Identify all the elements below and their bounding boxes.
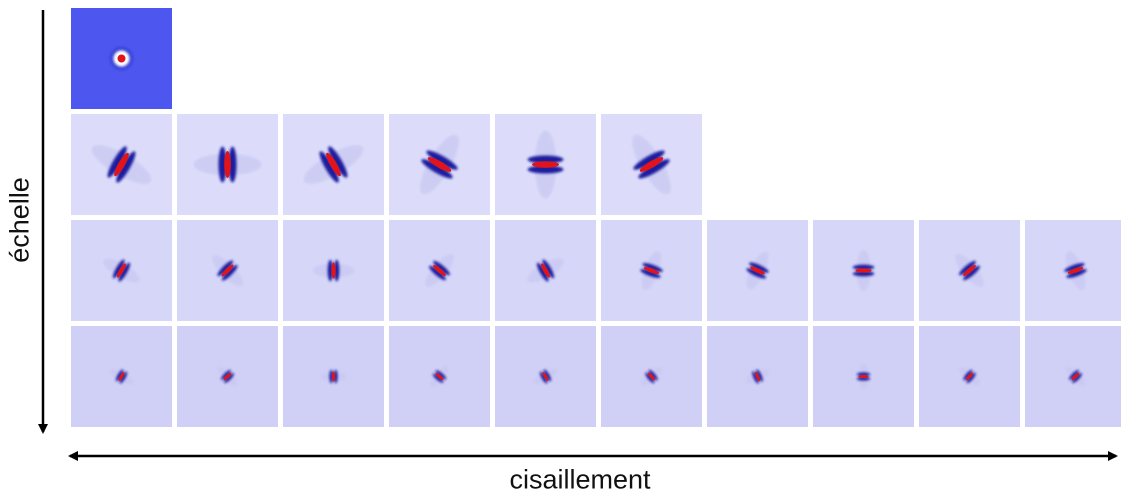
shearlet-tile [813,326,914,427]
shearlet-tile [283,114,384,215]
shearlet-tile [1025,326,1121,427]
shearlet-tile [707,220,808,321]
shearlet-tile [601,326,702,427]
shearlet-tile [707,326,808,427]
shearlet-tile [71,326,172,427]
shearlet-tile [71,114,172,215]
shearlet-tile [71,8,172,109]
shearlet-tile [177,220,278,321]
shearlet-tile [601,220,702,321]
shearlet-tiles [71,8,1121,427]
shearlet-tile [177,326,278,427]
shearlet-tile [389,220,490,321]
shear-axis-label: cisaillement [509,464,651,495]
shearlet-tile [813,220,914,321]
scale-axis-label: échelle [4,177,35,263]
shearlet-tile [177,114,278,215]
shearlet-tile [495,326,596,427]
shearlet-tile [389,114,490,215]
shearlet-tile [389,326,490,427]
shearlet-tile [919,220,1020,321]
shearlet-tile [919,326,1020,427]
shearlet-tile [601,114,702,215]
shearlet-tile [1025,220,1121,321]
shearlet-tile [495,114,596,215]
shearlet-tile [71,220,172,321]
shearlet-tile [283,220,384,321]
shearlet-tile [283,326,384,427]
shearlet-tile [495,220,596,321]
